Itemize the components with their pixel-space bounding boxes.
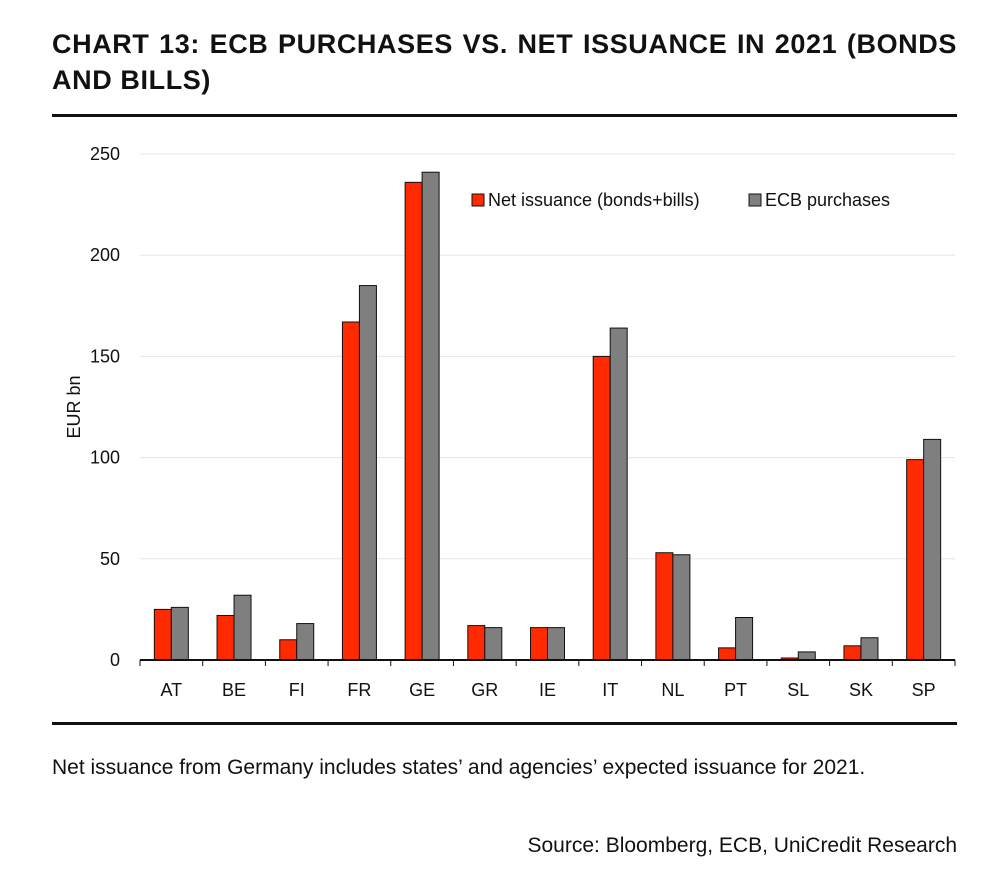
x-tick-label: BE: [222, 680, 246, 700]
net-issuance-bar-be: [216, 614, 235, 661]
x-tick-label: SL: [787, 680, 809, 700]
y-axis-ticks: 0 50 100 150 200 250: [90, 144, 120, 670]
net-issuance-bar-fi: [279, 639, 298, 661]
net-issuance-bar-sk: [843, 645, 862, 661]
legend-item-ecb-purchases-swatch: [748, 193, 762, 207]
ecb-purchases-bar-ie: [547, 627, 565, 661]
y-tick-label: 250: [90, 144, 120, 164]
legend: Net issuance (bonds+bills) ECB purchases: [471, 190, 890, 210]
ecb-purchases-bar-at: [170, 606, 189, 661]
x-tick-label: FI: [289, 680, 305, 700]
y-tick-label: 100: [90, 448, 120, 468]
ecb-purchases-bar-sk: [860, 637, 879, 661]
x-tick-label: AT: [161, 680, 183, 700]
net-issuance-bar-at: [153, 608, 172, 661]
ecb-purchases-bar-nl: [672, 554, 691, 661]
ecb-purchases-bar-pt: [735, 616, 754, 661]
y-tick-label: 0: [110, 650, 120, 670]
ecb-purchases-bar-it: [609, 327, 628, 661]
ecb-purchases-bar-gr: [484, 627, 503, 661]
x-tick-label: IT: [602, 680, 618, 700]
ecb-purchases-bar-sp: [923, 438, 942, 661]
net-issuance-bar-sp: [906, 459, 925, 661]
y-tick-label: 150: [90, 346, 120, 366]
net-issuance-bar-pt: [718, 647, 737, 661]
y-axis-label: EUR bn: [64, 375, 84, 438]
bars: [153, 171, 942, 661]
net-issuance-bar-fr: [341, 321, 360, 661]
x-axis-ticks: AT BE FI FR GE GR IE IT NL PT SL SK SP: [139, 660, 956, 700]
y-tick-label: 50: [100, 549, 120, 569]
bar-chart: 0 50 100 150 200 250 AT BE FI FR GE GR IE IT NL PT SL SK…: [64, 144, 956, 700]
legend-item-ecb-purchases-label: ECB purchases: [765, 190, 890, 210]
y-tick-label: 200: [90, 245, 120, 265]
ecb-purchases-bar-fr: [358, 285, 377, 661]
x-tick-label: SP: [912, 680, 936, 700]
bottom-divider: [52, 722, 957, 725]
x-tick-label: GR: [471, 680, 498, 700]
net-issuance-bar-ge: [404, 181, 423, 661]
ecb-purchases-bar-be: [233, 594, 252, 661]
x-tick-label: FR: [347, 680, 371, 700]
net-issuance-bar-it: [592, 355, 611, 661]
net-issuance-bar-gr: [467, 625, 486, 661]
top-divider: [52, 114, 957, 117]
net-issuance-bar-ie: [530, 627, 548, 661]
x-tick-label: PT: [724, 680, 747, 700]
ecb-purchases-bar-fi: [296, 623, 315, 661]
legend-item-net-issuance-label: Net issuance (bonds+bills): [488, 190, 700, 210]
source-line: Source: Bloomberg, ECB, UniCredit Resear…: [527, 834, 957, 857]
x-tick-label: GE: [409, 680, 435, 700]
ecb-purchases-bar-ge: [421, 171, 440, 661]
x-tick-label: SK: [849, 680, 873, 700]
gridlines: [140, 153, 955, 560]
ecb-purchases-bar-sl: [797, 651, 816, 661]
net-issuance-bar-nl: [655, 552, 674, 661]
legend-item-net-issuance-swatch: [471, 193, 485, 207]
x-tick-label: IE: [539, 680, 556, 700]
x-tick-label: NL: [661, 680, 684, 700]
chart-note: Net issuance from Germany includes state…: [52, 756, 866, 779]
chart-title: CHART 13: ECB PURCHASES VS. NET ISSUANCE…: [52, 29, 957, 95]
